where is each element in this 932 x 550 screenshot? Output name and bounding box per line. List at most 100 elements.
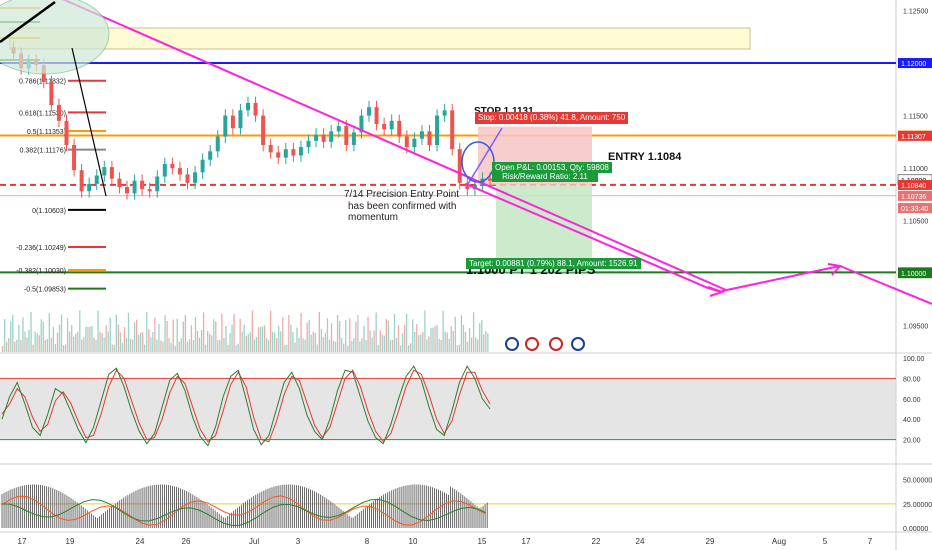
- volume-bar: [267, 339, 270, 352]
- volume-bar: [182, 321, 184, 352]
- candle-body: [56, 105, 61, 121]
- pnl-box[interactable]: Open P&L: 0.00153, Qty: 59808: [492, 162, 612, 173]
- volume-bar: [79, 310, 81, 352]
- stop-box[interactable]: Stop: 0.00418 (0.38%) 41.8, Amount: 750: [475, 112, 629, 124]
- black-drop-line: [71, 47, 107, 197]
- volume-bar: [412, 319, 414, 352]
- candle-body: [200, 159, 205, 173]
- fib-label: 0.382(1.11176): [20, 148, 66, 155]
- volume-bar: [322, 337, 325, 352]
- volume-bar: [164, 315, 166, 352]
- volume-bar: [241, 331, 243, 352]
- volume-bar: [105, 325, 107, 352]
- volume-bar: [68, 331, 71, 352]
- rr-box[interactable]: Risk/Reward Ratio: 2.11: [492, 172, 598, 182]
- price-axis-label: 1.12500: [903, 9, 928, 16]
- rr-box-text: Risk/Reward Ratio: 2.11: [502, 172, 588, 181]
- volume-bar: [290, 324, 292, 352]
- candle-body: [215, 136, 220, 152]
- volume-bar: [56, 332, 59, 352]
- volume-bar: [93, 337, 95, 352]
- volume-bar: [296, 327, 298, 352]
- time-axis-label: 15: [478, 537, 487, 546]
- volume-bar: [50, 337, 53, 352]
- volume-bar: [91, 326, 93, 352]
- volume-bar: [174, 345, 176, 352]
- price-tag: [898, 203, 932, 214]
- volume-bar: [282, 317, 284, 352]
- candle-body: [94, 175, 99, 184]
- note-line-1: 7/14 Precision Entry Point: [344, 189, 460, 200]
- volume-bar: [83, 337, 85, 352]
- volume-bar: [418, 335, 420, 352]
- volume-bar: [26, 337, 28, 352]
- volume-bar: [454, 316, 456, 352]
- note-line-2: has been confirmed with: [348, 201, 457, 212]
- volume-bar: [353, 338, 355, 352]
- volume-bar: [487, 333, 489, 352]
- volume-bar: [73, 336, 75, 352]
- candle-body: [450, 110, 455, 150]
- osc2-axis-label: 50.00000: [903, 478, 932, 485]
- volume-bar: [298, 337, 300, 352]
- volume-bar: [259, 327, 262, 352]
- volume-bar: [198, 337, 201, 352]
- volume-bar: [310, 334, 312, 352]
- volume-bar: [355, 321, 357, 352]
- candle-body: [117, 178, 122, 188]
- volume-bar: [172, 319, 174, 352]
- volume-bar: [452, 331, 454, 352]
- volume-bar: [247, 333, 249, 352]
- volume-bar: [365, 340, 367, 352]
- volume-bar: [146, 311, 148, 352]
- volume-bar: [462, 324, 465, 352]
- time-axis-label: 17: [18, 537, 27, 546]
- volume-bar: [138, 334, 140, 352]
- volume-bar: [176, 318, 178, 352]
- volume-bar: [304, 339, 306, 352]
- volume-bar: [458, 344, 461, 352]
- volume-bar: [373, 330, 375, 352]
- volume-bar: [152, 332, 154, 352]
- volume-bar: [101, 333, 103, 352]
- osc2-axis-label: 25.00000: [903, 502, 932, 509]
- volume-bar: [14, 341, 16, 352]
- volume-bar: [308, 319, 310, 352]
- candle-body: [442, 110, 447, 116]
- volume-bar: [420, 334, 422, 352]
- volume-bar: [336, 315, 339, 352]
- volume-bar: [160, 340, 162, 352]
- volume-bar: [341, 337, 343, 352]
- volume-bar: [158, 323, 160, 352]
- candle-body: [419, 131, 424, 139]
- price-tag-label: 1.12000: [901, 61, 926, 68]
- volume-bar: [192, 340, 195, 352]
- volume-bar: [188, 339, 191, 352]
- candle-body: [193, 172, 198, 183]
- volume-bar: [154, 317, 156, 352]
- candle-body: [125, 187, 129, 194]
- volume-bar: [422, 332, 424, 352]
- volume-bar: [271, 331, 274, 352]
- time-axis-label: 10: [409, 537, 418, 546]
- volume-bar: [470, 337, 473, 352]
- volume-bar: [12, 314, 14, 352]
- volume-bar: [2, 346, 4, 352]
- volume-bar: [426, 339, 428, 352]
- volume-bar: [284, 345, 286, 352]
- volume-bar: [40, 319, 42, 352]
- volume-bar: [148, 329, 150, 352]
- candle-body: [49, 81, 54, 106]
- volume-bar: [237, 343, 239, 352]
- price-tag-label: 01:33:40: [901, 206, 928, 213]
- volume-bar: [477, 339, 479, 352]
- target-box[interactable]: Target: 0.00881 (0.79%) 88.1, Amount: 15…: [466, 258, 641, 269]
- volume-bar: [46, 339, 48, 352]
- volume-bar: [217, 340, 219, 352]
- volume-bar: [121, 343, 124, 352]
- candle-body: [223, 115, 228, 137]
- volume-bar: [4, 319, 6, 352]
- volume-bar: [211, 335, 213, 352]
- volume-bar: [156, 339, 158, 352]
- volume-bar: [142, 332, 144, 352]
